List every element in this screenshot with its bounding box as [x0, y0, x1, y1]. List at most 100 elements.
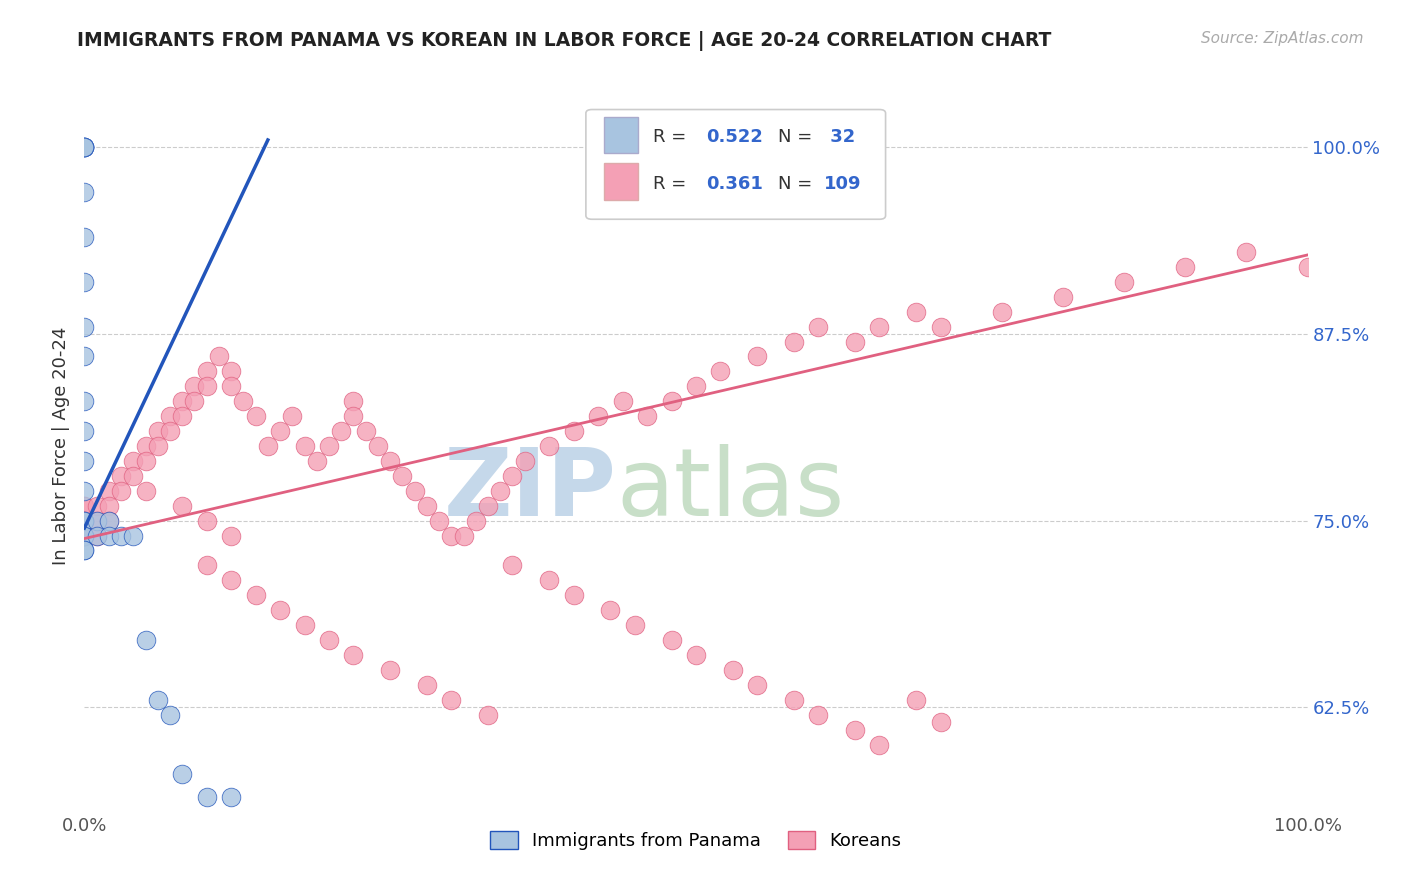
Point [73, 499, 96, 513]
Text: N =: N = [778, 176, 818, 194]
FancyBboxPatch shape [605, 163, 638, 200]
Point [73, 275, 96, 289]
Point [747, 678, 769, 692]
Point [294, 439, 316, 453]
Point [599, 603, 621, 617]
Point [219, 528, 242, 542]
Point [73, 350, 96, 364]
Point [73, 528, 96, 542]
Point [135, 454, 157, 468]
Point [391, 468, 413, 483]
Point [73, 528, 96, 542]
Point [245, 409, 267, 424]
Point [86, 528, 108, 542]
Point [416, 499, 439, 513]
Point [73, 514, 96, 528]
Point [73, 140, 96, 154]
FancyBboxPatch shape [586, 110, 886, 219]
Text: Source: ZipAtlas.com: Source: ZipAtlas.com [1201, 31, 1364, 46]
Point [257, 439, 280, 453]
Point [612, 394, 634, 409]
Point [73, 528, 96, 542]
Point [477, 499, 499, 513]
Point [427, 514, 450, 528]
Y-axis label: In Labor Force | Age 20-24: In Labor Force | Age 20-24 [52, 326, 70, 566]
Point [172, 394, 194, 409]
Point [73, 319, 96, 334]
Point [1052, 290, 1074, 304]
Point [195, 364, 218, 378]
Point [905, 692, 928, 706]
Point [844, 334, 866, 349]
Point [219, 364, 242, 378]
Point [1114, 275, 1136, 289]
Point [73, 140, 96, 154]
Point [367, 439, 389, 453]
Text: R =: R = [654, 128, 692, 145]
Point [440, 528, 463, 542]
Point [807, 319, 830, 334]
Point [636, 409, 658, 424]
Point [73, 528, 96, 542]
Point [661, 633, 683, 648]
Point [86, 528, 108, 542]
Point [183, 394, 205, 409]
Legend: Immigrants from Panama, Koreans: Immigrants from Panama, Koreans [484, 823, 908, 857]
Point [172, 767, 194, 781]
Point [73, 499, 96, 513]
Point [685, 648, 707, 662]
Point [624, 618, 647, 632]
Point [122, 454, 145, 468]
Point [269, 603, 291, 617]
Point [73, 454, 96, 468]
Point [208, 350, 231, 364]
Point [219, 574, 242, 588]
Point [73, 230, 96, 244]
Point [342, 648, 364, 662]
Point [73, 514, 96, 528]
Point [73, 514, 96, 528]
Text: 32: 32 [824, 128, 856, 145]
Point [453, 528, 475, 542]
Point [195, 558, 218, 573]
Point [929, 319, 952, 334]
Point [709, 364, 731, 378]
Point [440, 692, 463, 706]
Point [172, 409, 194, 424]
Point [159, 707, 181, 722]
Point [97, 483, 120, 498]
Point [502, 558, 524, 573]
Text: ZIP: ZIP [443, 444, 616, 536]
Point [844, 723, 866, 737]
Point [73, 140, 96, 154]
Point [86, 514, 108, 528]
Point [110, 468, 132, 483]
Point [783, 334, 806, 349]
FancyBboxPatch shape [605, 117, 638, 153]
Point [245, 588, 267, 602]
Point [380, 454, 402, 468]
Point [929, 715, 952, 730]
Point [869, 738, 891, 752]
Point [586, 409, 609, 424]
Point [318, 439, 340, 453]
Point [991, 304, 1014, 318]
Point [905, 304, 928, 318]
Point [1174, 260, 1197, 274]
Point [195, 379, 218, 393]
Point [538, 574, 561, 588]
Point [73, 424, 96, 438]
Point [330, 424, 353, 438]
Point [135, 439, 157, 453]
Text: atlas: atlas [616, 444, 845, 536]
Point [97, 528, 120, 542]
Point [783, 692, 806, 706]
Point [354, 424, 377, 438]
Point [807, 707, 830, 722]
Point [86, 499, 108, 513]
Point [562, 424, 585, 438]
Text: N =: N = [778, 128, 818, 145]
Point [281, 409, 304, 424]
Point [562, 588, 585, 602]
Point [195, 514, 218, 528]
